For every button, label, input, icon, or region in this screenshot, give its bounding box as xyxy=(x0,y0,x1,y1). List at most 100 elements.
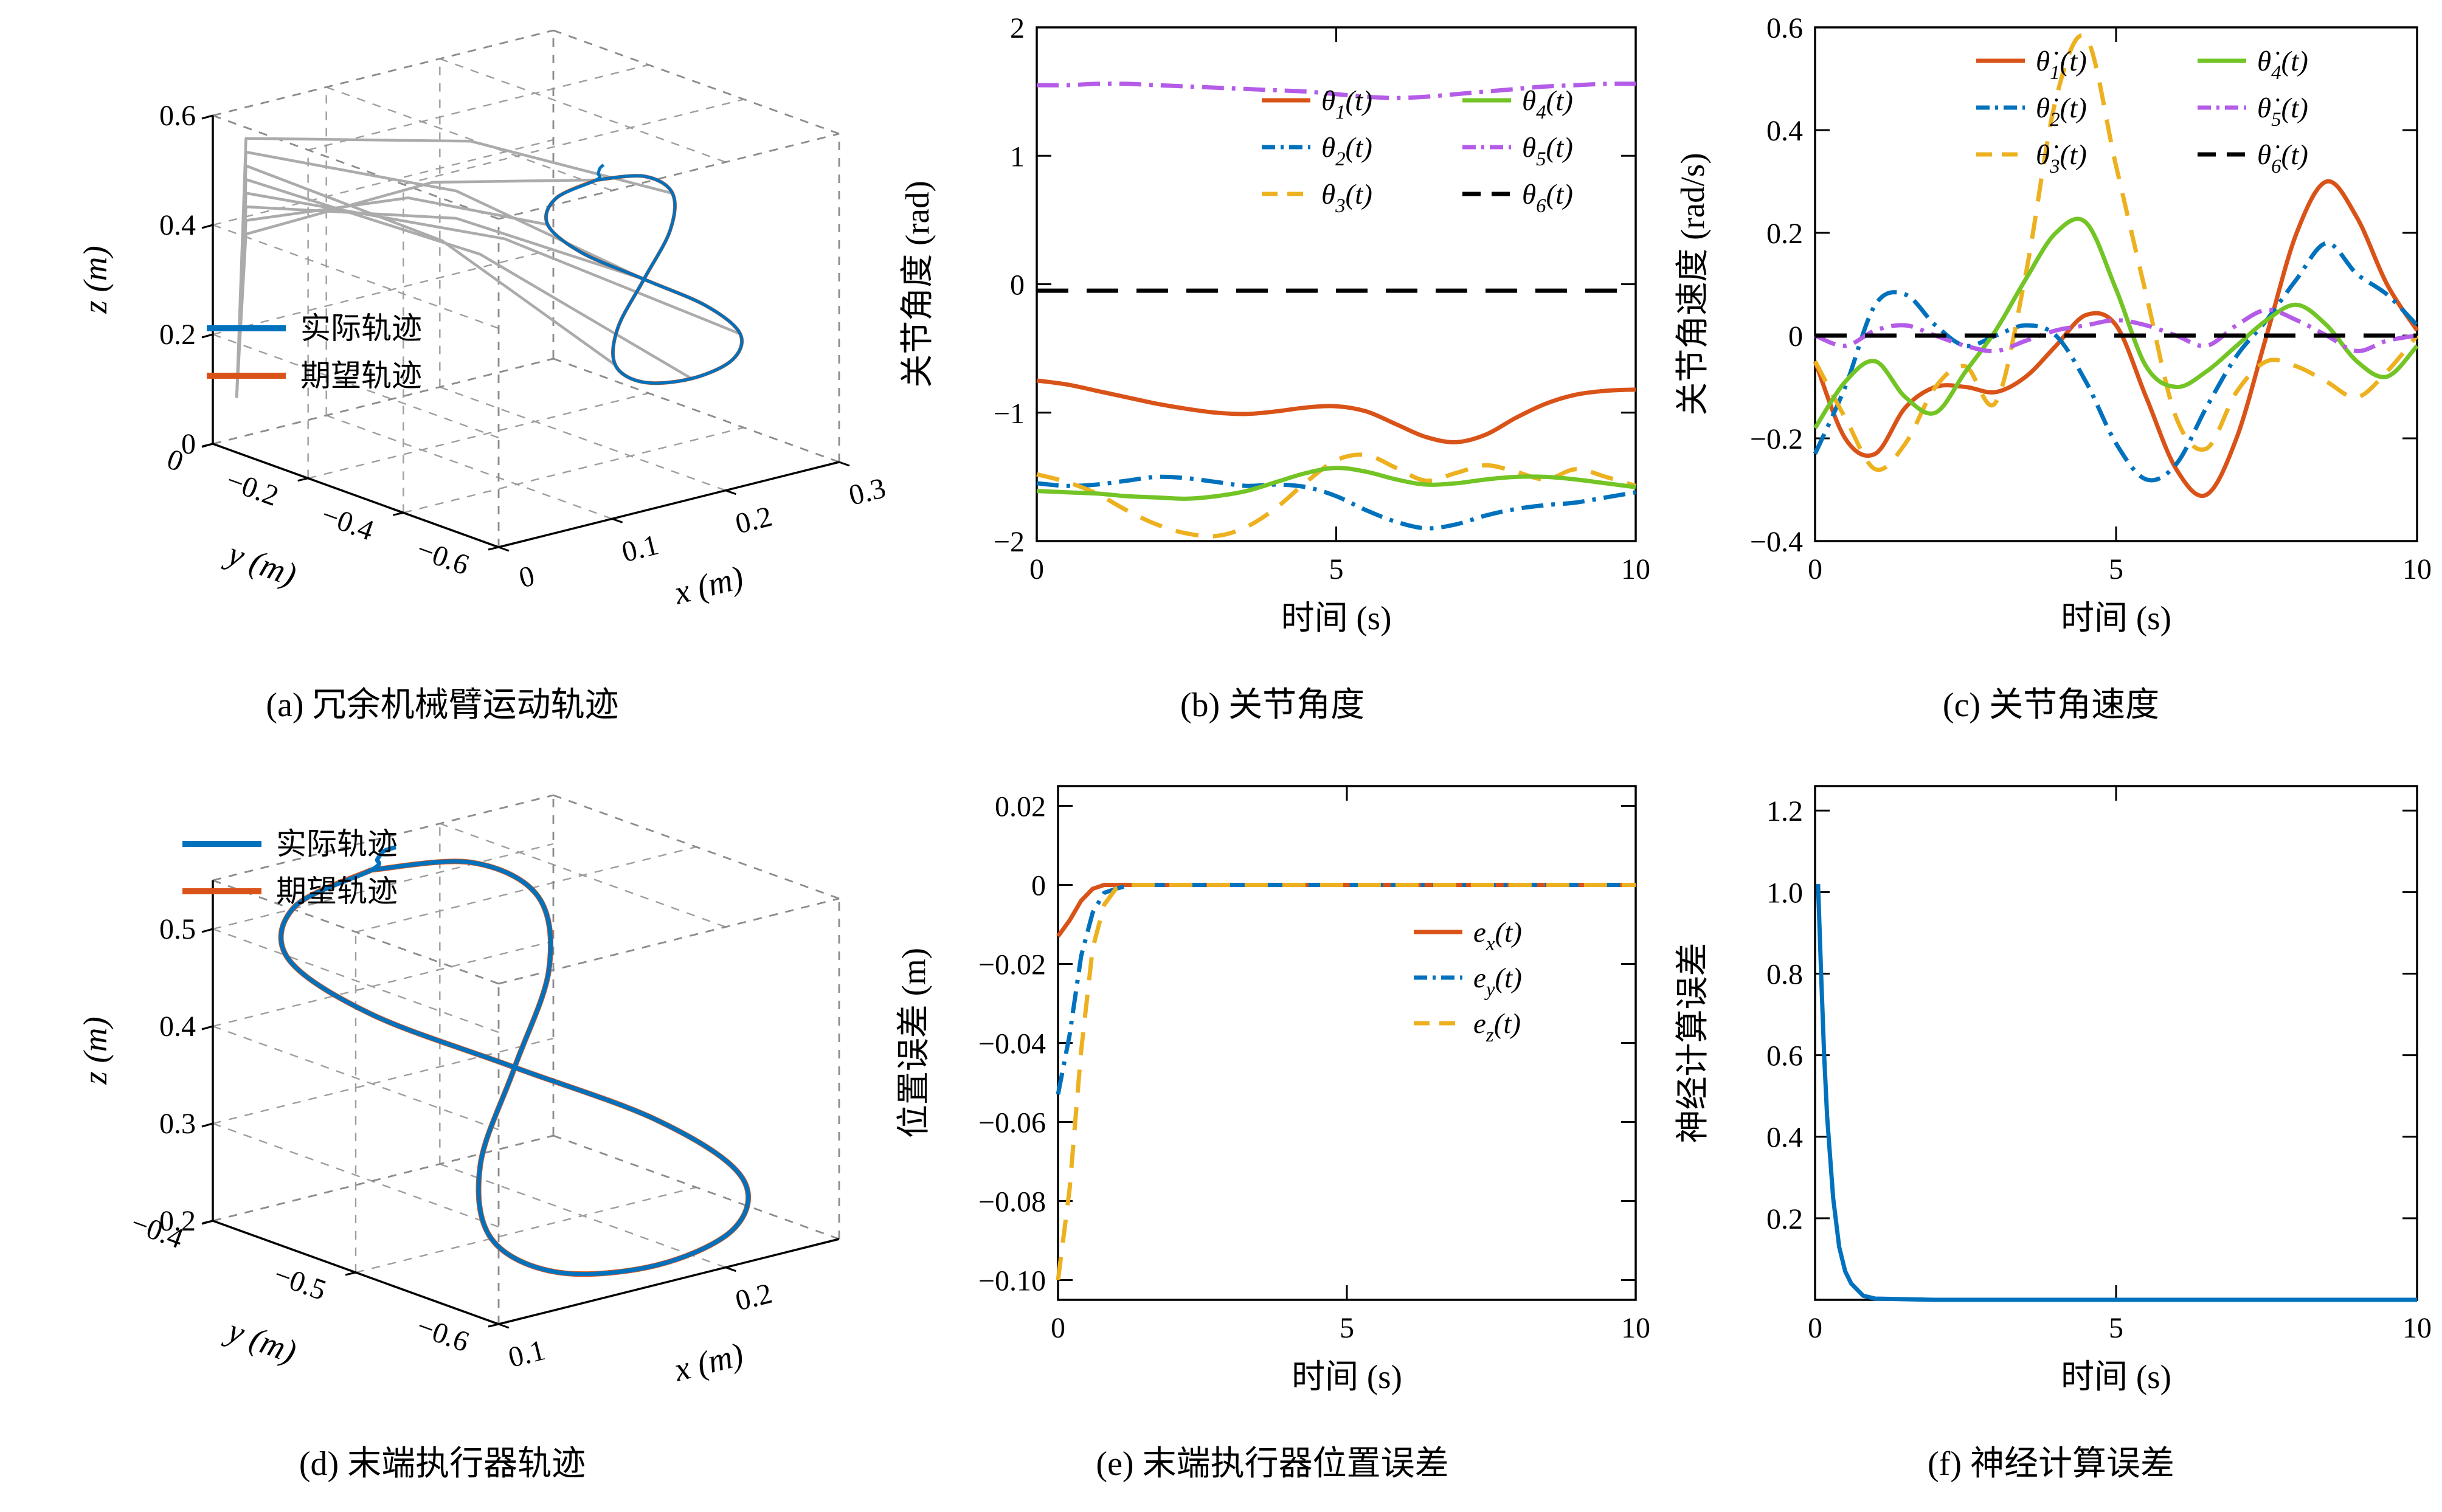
legend-item-dtheta3: θ̇3(t) xyxy=(1976,139,2087,178)
panel-f: 0 5 10 0.2 0.4 0.6 0.8 1.0 1.2 时间 (s) 神经计算误差 (f) 神… xyxy=(1660,759,2442,1512)
panel-c-caption: (c) 关节角速度 xyxy=(1942,686,2160,724)
svg-text:0.6: 0.6 xyxy=(1766,12,1803,44)
legend-item-dtheta1: θ̇1(t) xyxy=(1976,46,2087,84)
legend-item-theta2: θ2(t) xyxy=(1262,132,1372,170)
svg-text:θ1(t): θ1(t) xyxy=(1321,85,1372,123)
svg-text:−0.02: −0.02 xyxy=(978,949,1046,981)
svg-text:θ̇3(t): θ̇3(t) xyxy=(2036,139,2087,178)
svg-text:θ3(t): θ3(t) xyxy=(1321,179,1372,217)
svg-text:0.6: 0.6 xyxy=(159,100,196,132)
svg-text:实际轨迹: 实际轨迹 xyxy=(300,311,422,345)
svg-text:−1: −1 xyxy=(994,398,1025,430)
y-axis-label: 位置误差 (m) xyxy=(895,948,932,1138)
svg-text:0.4: 0.4 xyxy=(159,209,196,241)
panel-a: 0 0.1 0.2 0.3 0 −0.2 −0.4 −0.6 0 0.2 0.4 0.6 x (m) y … xyxy=(0,0,885,759)
svg-text:10: 10 xyxy=(2402,553,2432,585)
svg-text:ex(t): ex(t) xyxy=(1473,917,1522,955)
svg-text:1.0: 1.0 xyxy=(1766,877,1803,909)
tick-labels: 00.10.20.30−0.2−0.4−0.600.20.40.6 xyxy=(159,100,885,595)
x-ticks: 0 5 10 xyxy=(1029,27,1650,585)
svg-text:0: 0 xyxy=(1051,1312,1065,1344)
panel-e: 0 5 10 0.02 0 −0.02 −0.04 −0.06 −0.08 −0.10 时间 (s)… xyxy=(885,759,1660,1512)
panel-d-plot: 0.10.2−0.4−0.5−0.60.20.30.40.5x (m)y (m)… xyxy=(77,794,840,1389)
legend-item-dtheta6: θ̇6(t) xyxy=(2198,139,2308,178)
arm-config xyxy=(235,137,673,398)
svg-text:0.2: 0.2 xyxy=(1766,218,1803,250)
svg-text:0.5: 0.5 xyxy=(159,913,196,945)
svg-text:0.3: 0.3 xyxy=(846,472,885,512)
svg-text:0: 0 xyxy=(1029,553,1044,585)
x-axis-label: 时间 (s) xyxy=(1281,599,1392,637)
svg-text:5: 5 xyxy=(1340,1312,1354,1344)
series-dtheta5 xyxy=(1814,308,2418,354)
panel-c-plot: 0 5 10 −0.4 −0.2 0 0.2 0.4 0.6 时间 (s) 关节角速度 (rad/s… xyxy=(1674,12,2432,637)
svg-text:θ̇1(t): θ̇1(t) xyxy=(2036,46,2087,84)
y-ticks: 0.02 0 −0.02 −0.04 −0.06 −0.08 −0.10 xyxy=(978,791,1636,1297)
svg-text:0: 0 xyxy=(1808,553,1822,585)
svg-text:−0.2: −0.2 xyxy=(1750,423,1803,455)
x-axis-label: 时间 (s) xyxy=(2061,599,2171,637)
series-theta1 xyxy=(1036,378,1636,444)
legend-item-desired: 期望轨迹 xyxy=(182,874,398,908)
svg-text:0.4: 0.4 xyxy=(159,1010,196,1043)
tick-labels: 0.10.2−0.4−0.5−0.60.20.30.40.5 xyxy=(126,913,775,1374)
svg-text:ez(t): ez(t) xyxy=(1473,1008,1521,1046)
svg-text:0.1: 0.1 xyxy=(618,528,662,568)
svg-text:0.2: 0.2 xyxy=(732,1277,775,1317)
svg-text:10: 10 xyxy=(1621,553,1650,585)
svg-text:10: 10 xyxy=(1621,1312,1650,1344)
y-axis-label: y (m) xyxy=(220,534,301,593)
svg-text:0: 0 xyxy=(516,559,538,594)
svg-text:−0.6: −0.6 xyxy=(412,533,473,582)
series-actual-trajectory xyxy=(544,164,744,385)
legend-item-ey: ey(t) xyxy=(1414,962,1522,1001)
x-axis-label: 时间 (s) xyxy=(2061,1358,2171,1395)
series-group xyxy=(1036,81,1637,539)
legend-item-theta3: θ3(t) xyxy=(1262,179,1372,217)
legend-item-theta1: θ1(t) xyxy=(1262,85,1372,123)
svg-text:0: 0 xyxy=(1808,1312,1822,1344)
svg-text:0.4: 0.4 xyxy=(1766,1122,1803,1154)
series-ex xyxy=(1056,883,1636,938)
svg-text:−0.4: −0.4 xyxy=(317,499,378,547)
svg-text:−0.10: −0.10 xyxy=(978,1265,1046,1297)
svg-text:0.2: 0.2 xyxy=(159,1205,196,1237)
axes: 0 5 10 −2 −1 0 1 2 时间 (s) 关节角度 (rad) xyxy=(899,12,1650,637)
svg-text:0.6: 0.6 xyxy=(1766,1040,1803,1072)
x-ticks: 0 5 10 xyxy=(1808,786,2432,1344)
svg-text:实际轨迹: 实际轨迹 xyxy=(276,827,398,861)
series-group xyxy=(1813,33,2419,499)
series-dtheta1 xyxy=(1813,179,2419,499)
svg-text:1.2: 1.2 xyxy=(1766,795,1803,827)
panel-e-plot: 0 5 10 0.02 0 −0.02 −0.04 −0.06 −0.08 −0.10 时间 (s)… xyxy=(895,785,1650,1395)
panel-b: 0 5 10 −2 −1 0 1 2 时间 (s) 关节角度 (rad) θ1(t) θ2(t) θ3(… xyxy=(885,0,1660,759)
svg-text:2: 2 xyxy=(1010,12,1025,44)
svg-text:0: 0 xyxy=(181,428,196,460)
svg-text:期望轨迹: 期望轨迹 xyxy=(300,359,422,393)
svg-text:θ6(t): θ6(t) xyxy=(1522,179,1573,217)
panel-c: 0 5 10 −0.4 −0.2 0 0.2 0.4 0.6 时间 (s) 关节角速度 (rad/s… xyxy=(1660,0,2442,759)
axis-edges xyxy=(212,116,840,548)
x-axis-label: x (m) xyxy=(670,559,747,612)
svg-text:−0.06: −0.06 xyxy=(978,1107,1046,1139)
legend-item-dtheta4: θ̇4(t) xyxy=(2198,46,2308,84)
y-ticks: 0.2 0.4 0.6 0.8 1.0 1.2 xyxy=(1766,795,2417,1235)
panel-e-caption: (e) 末端执行器位置误差 xyxy=(1096,1445,1449,1483)
svg-text:0.02: 0.02 xyxy=(995,791,1046,823)
panel-b-plot: 0 5 10 −2 −1 0 1 2 时间 (s) 关节角度 (rad) θ1(t) θ2(t) θ3(… xyxy=(899,12,1650,637)
y-axis-label: 关节角速度 (rad/s) xyxy=(1674,153,1711,415)
svg-text:−0.4: −0.4 xyxy=(1750,526,1803,558)
svg-text:θ5(t): θ5(t) xyxy=(1522,132,1573,170)
legend-item-dtheta5: θ̇5(t) xyxy=(2198,92,2308,131)
series-theta4 xyxy=(1036,466,1636,501)
svg-text:0.2: 0.2 xyxy=(732,500,775,540)
svg-text:ey(t): ey(t) xyxy=(1473,962,1522,1001)
y-ticks: −2 −1 0 1 2 xyxy=(994,12,1636,558)
svg-text:5: 5 xyxy=(1329,553,1344,585)
svg-text:−2: −2 xyxy=(994,526,1025,558)
legend-item-ex: ex(t) xyxy=(1414,917,1522,955)
svg-text:1: 1 xyxy=(1010,140,1025,173)
series-actual-trajectory xyxy=(278,845,751,1277)
